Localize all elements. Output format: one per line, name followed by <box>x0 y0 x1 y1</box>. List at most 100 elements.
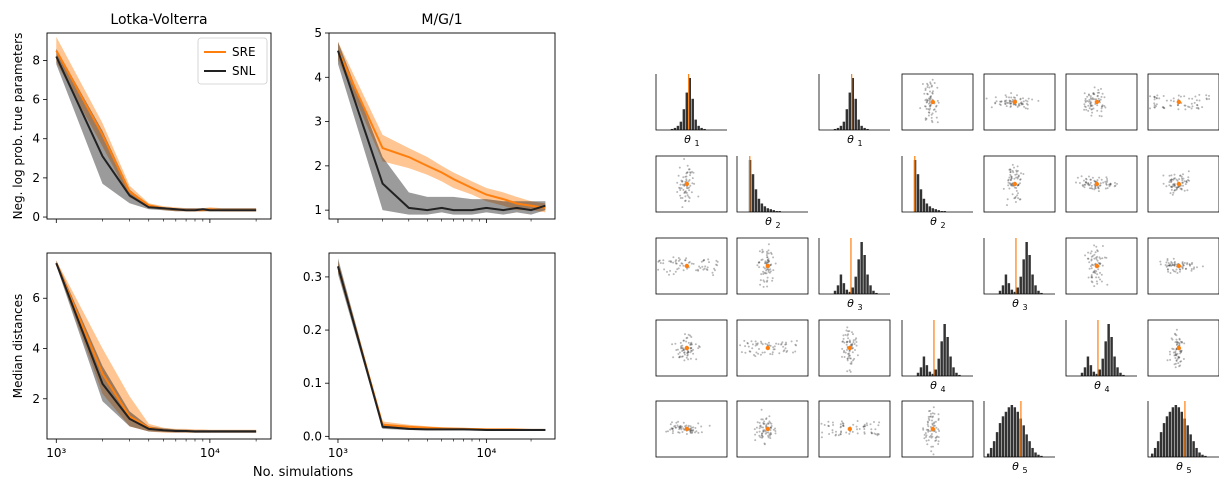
sample-point <box>679 425 681 428</box>
sample-point <box>1153 95 1156 98</box>
sample-point <box>715 259 718 262</box>
sample-point <box>767 269 770 272</box>
sample-point <box>842 340 844 343</box>
sample-point <box>691 182 694 185</box>
sample-point <box>681 206 684 209</box>
sample-point <box>775 342 778 345</box>
sample-point <box>1092 92 1095 94</box>
sample-point <box>1193 266 1196 269</box>
sample-point <box>1022 100 1025 103</box>
sample-point <box>680 355 683 358</box>
sample-point <box>1011 163 1014 166</box>
sample-point <box>1086 100 1089 102</box>
sample-point <box>1010 177 1013 179</box>
sample-point <box>769 426 772 429</box>
sample-point <box>679 197 682 199</box>
true-value-point <box>1094 181 1100 187</box>
sample-point <box>831 421 834 424</box>
legend-label: SNL <box>232 64 256 78</box>
sample-point <box>1019 182 1021 185</box>
sample-point <box>848 350 851 353</box>
sample-point <box>1162 182 1165 185</box>
sample-point <box>691 170 693 173</box>
sample-point <box>758 266 761 269</box>
histogram-bar <box>836 285 840 294</box>
y-tick-label: 2 <box>32 171 40 185</box>
sample-point <box>763 429 766 432</box>
sample-point <box>677 259 680 262</box>
sample-point <box>701 265 704 268</box>
sample-point <box>686 336 689 339</box>
y-tick-label: 2 <box>32 392 40 406</box>
sample-point <box>682 427 685 430</box>
sample-point <box>682 188 685 191</box>
sample-point <box>1187 179 1189 181</box>
sample-point <box>1088 187 1091 190</box>
sample-point <box>687 200 690 203</box>
sample-point <box>757 352 760 355</box>
band-sre <box>338 41 546 213</box>
sample-point <box>763 442 766 445</box>
sample-point <box>704 265 707 268</box>
sample-point <box>657 260 660 263</box>
sample-point <box>794 343 797 346</box>
sample-point <box>772 346 775 349</box>
sample-point <box>1100 95 1103 98</box>
sample-point <box>795 344 798 347</box>
sample-point <box>1097 97 1100 100</box>
sample-point <box>1008 187 1011 190</box>
sample-point <box>696 268 699 271</box>
sample-point <box>763 443 766 446</box>
histogram-bar <box>1113 356 1116 376</box>
histogram-bar <box>1201 454 1204 457</box>
sample-point <box>874 433 877 436</box>
sample-point <box>930 433 933 435</box>
sample-point <box>1174 354 1177 357</box>
sample-point <box>1084 181 1087 184</box>
sample-point <box>930 436 933 439</box>
sample-point <box>1104 187 1107 190</box>
sample-point <box>743 339 746 342</box>
sample-point <box>1173 332 1176 335</box>
sample-point <box>1168 174 1171 177</box>
sample-point <box>759 283 762 286</box>
sample-point <box>1011 169 1014 172</box>
line-snl <box>337 266 546 431</box>
sample-point <box>850 361 853 363</box>
sample-point <box>994 102 997 105</box>
histogram-bar <box>1162 423 1166 457</box>
sample-point <box>1181 267 1184 270</box>
sample-point <box>1009 102 1012 105</box>
histogram-bar <box>1016 411 1019 457</box>
sample-point <box>662 259 665 262</box>
sample-point <box>677 425 680 428</box>
sample-point <box>1093 93 1096 96</box>
sample-point <box>1087 93 1090 96</box>
histogram-bar <box>949 356 952 376</box>
sample-point <box>682 339 685 342</box>
sample-point <box>1091 176 1094 179</box>
sample-point <box>1020 103 1023 106</box>
histogram-bar <box>703 128 706 130</box>
histogram-bar <box>937 358 940 376</box>
histogram-bar <box>1034 452 1037 457</box>
sample-point <box>1187 105 1190 108</box>
sample-point <box>926 84 929 87</box>
sample-point <box>1166 359 1169 362</box>
sample-point <box>1090 98 1093 101</box>
sample-point <box>1095 270 1098 273</box>
sample-point <box>1090 101 1093 104</box>
sample-point <box>1181 181 1184 184</box>
sample-point <box>1166 259 1169 262</box>
y-tick-label: 0.1 <box>303 376 322 390</box>
sample-point <box>846 334 849 337</box>
sample-point <box>873 432 876 435</box>
sample-point <box>928 108 931 111</box>
sample-point <box>685 337 688 340</box>
sample-point <box>1181 181 1184 184</box>
sample-point <box>1002 187 1005 190</box>
sample-point <box>844 351 847 354</box>
theta-subscript: 1 <box>695 139 700 148</box>
sample-point <box>1089 100 1092 103</box>
